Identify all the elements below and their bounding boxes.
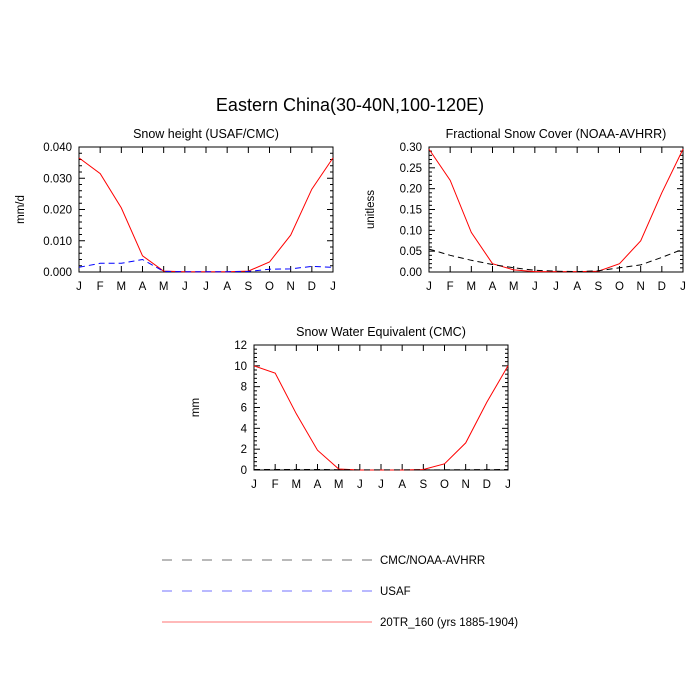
x-tick-label: A — [139, 281, 147, 293]
series-line — [78, 157, 334, 273]
x-tick-label: D — [483, 479, 491, 491]
x-tick-label: J — [76, 281, 82, 293]
x-tick-label: A — [398, 479, 406, 491]
x-tick-label: S — [594, 281, 602, 293]
x-tick-label: J — [251, 479, 257, 491]
y-tick-label: 10 — [234, 361, 247, 373]
y-tick-label: 0.020 — [43, 205, 72, 217]
y-tick-label: 0.30 — [400, 142, 422, 154]
x-tick-label: J — [553, 281, 559, 293]
x-tick-label: A — [489, 281, 497, 293]
y-tick-label: 0 — [241, 465, 247, 477]
series-line — [428, 248, 684, 273]
y-tick-label: 8 — [241, 382, 247, 394]
y-tick-label: 0.10 — [400, 225, 422, 237]
x-tick-label: O — [440, 479, 449, 491]
y-axis-label: unitless — [365, 190, 377, 229]
y-tick-label: 0.20 — [400, 184, 422, 196]
plot-frame — [253, 344, 509, 471]
y-tick-label: 4 — [241, 423, 248, 435]
panel-snow-height: Snow height (USAF/CMC) 0.000 0.010 0.020 0.0… — [15, 127, 336, 293]
y-tick-label: 0.040 — [43, 142, 72, 154]
x-tick-label: D — [658, 281, 666, 293]
y-tick-label: 0.25 — [400, 163, 422, 175]
x-tick-label: S — [419, 479, 427, 491]
x-tick-label: J — [680, 281, 686, 293]
series-line — [78, 258, 334, 273]
y-tick-label: 0.030 — [43, 173, 72, 185]
x-tick-label: J — [330, 281, 336, 293]
legend-label: CMC/NOAA-AVHRR — [380, 555, 485, 567]
x-tick-label: M — [117, 281, 127, 293]
x-tick-label: J — [182, 281, 188, 293]
panel-title: Snow Water Equivalent (CMC) — [296, 325, 466, 339]
series-line — [428, 148, 684, 273]
y-tick-label: 0.010 — [43, 236, 72, 248]
x-tick-label: N — [287, 281, 295, 293]
x-tick-label: N — [462, 479, 470, 491]
x-tick-label: J — [532, 281, 538, 293]
legend: CMC/NOAA-AVHRR USAF 20TR_160 (yrs 1885-190… — [162, 555, 518, 629]
x-tick-label: J — [426, 281, 432, 293]
x-tick-label: S — [244, 281, 252, 293]
x-tick-label: J — [203, 281, 209, 293]
y-tick-label: 0.000 — [43, 267, 72, 279]
figure-title: Eastern China(30-40N,100-120E) — [216, 95, 484, 115]
panel-title: Fractional Snow Cover (NOAA-AVHRR) — [446, 127, 667, 141]
x-tick-label: O — [265, 281, 274, 293]
x-tick-label: A — [314, 479, 322, 491]
x-tick-label: A — [223, 281, 231, 293]
x-tick-label: M — [467, 281, 477, 293]
y-tick-label: 12 — [234, 340, 247, 352]
x-tick-label: F — [447, 281, 454, 293]
y-tick-label: 6 — [241, 403, 247, 415]
x-tick-label: M — [159, 281, 169, 293]
x-tick-label: D — [308, 281, 316, 293]
plot-frame — [428, 146, 684, 273]
x-tick-label: M — [292, 479, 302, 491]
plot-frame — [78, 146, 334, 273]
y-tick-label: 0.15 — [400, 205, 422, 217]
x-tick-label: J — [357, 479, 363, 491]
x-tick-label: A — [573, 281, 581, 293]
y-tick-label: 0.00 — [400, 267, 422, 279]
x-tick-label: O — [615, 281, 624, 293]
x-tick-label: J — [378, 479, 384, 491]
x-tick-label: M — [334, 479, 344, 491]
legend-label: 20TR_160 (yrs 1885-1904) — [380, 617, 518, 629]
series-line — [253, 365, 509, 471]
y-tick-label: 2 — [241, 444, 247, 456]
panel-title: Snow height (USAF/CMC) — [133, 127, 279, 141]
panel-fractional-snow-cover: Fractional Snow Cover (NOAA-AVHRR) 0.00 0.… — [365, 127, 686, 293]
y-axis-label: mm/d — [15, 195, 27, 224]
x-tick-label: N — [637, 281, 645, 293]
legend-label: USAF — [380, 586, 411, 598]
x-tick-label: M — [509, 281, 519, 293]
x-tick-label: J — [505, 479, 511, 491]
x-tick-label: F — [272, 479, 279, 491]
y-tick-label: 0.05 — [400, 246, 422, 258]
y-axis-label: mm — [190, 398, 202, 417]
x-tick-label: F — [97, 281, 104, 293]
